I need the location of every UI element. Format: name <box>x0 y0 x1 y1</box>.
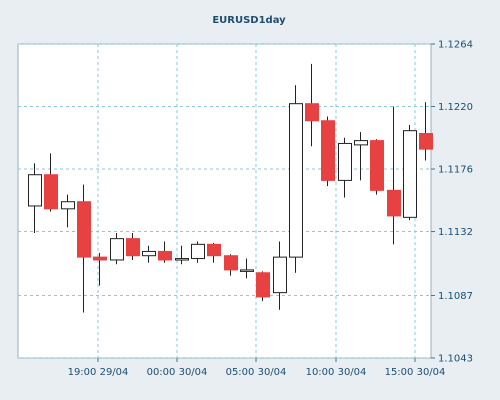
candle <box>224 254 238 276</box>
candle <box>77 184 91 313</box>
candle <box>126 232 140 260</box>
y-tick-label: 1.1087 <box>438 291 473 302</box>
candle <box>240 258 254 279</box>
candle <box>387 106 401 245</box>
candle-body-down <box>370 140 384 191</box>
x-tick-label: 05:00 30/04 <box>226 367 287 378</box>
y-axis: 1.1264 1.1220 1.1176 1.1132 1.1087 1.1043 <box>431 40 473 365</box>
y-tick-label: 1.1220 <box>438 102 473 113</box>
candle <box>273 241 287 310</box>
candle-body-down <box>419 133 433 150</box>
x-tick-label: 00:00 30/04 <box>147 367 208 378</box>
candle <box>28 163 42 233</box>
candle-body-up <box>28 174 42 207</box>
candle-body-down <box>305 103 319 122</box>
candle-body-up <box>110 238 124 261</box>
candles-layer <box>28 63 433 313</box>
candle <box>419 102 433 161</box>
x-tick-label: 10:00 30/04 <box>306 367 367 378</box>
candle-body-up <box>403 130 417 218</box>
candle <box>93 252 107 286</box>
candle-body-up <box>240 269 254 272</box>
candle <box>289 85 303 273</box>
x-tick-label: 15:00 30/04 <box>385 367 446 378</box>
candle <box>142 245 156 263</box>
candle-body-down <box>77 201 91 258</box>
candle-body-up <box>273 256 287 294</box>
y-tick-label: 1.1264 <box>438 40 473 51</box>
candle <box>44 153 58 212</box>
candle-body-down <box>387 189 401 217</box>
x-axis: 19:00 29/04 00:00 30/04 05:00 30/04 10:00 3… <box>68 358 446 378</box>
candle-body-up <box>175 258 189 261</box>
candle-body-down <box>93 256 107 261</box>
candle-body-down <box>126 238 140 257</box>
candle-body-down <box>44 174 58 210</box>
candle-body-down <box>321 120 335 181</box>
candle-body-up <box>142 250 156 257</box>
x-tick-label: 19:00 29/04 <box>68 367 129 378</box>
candle <box>403 124 417 221</box>
candle <box>338 137 352 198</box>
candle <box>207 242 221 263</box>
candle-body-up <box>289 103 303 258</box>
candle-body-down <box>207 243 221 257</box>
candle-body-down <box>256 272 270 298</box>
candle <box>191 241 205 263</box>
candle-body-up <box>354 140 368 146</box>
candle-body-up <box>338 142 352 181</box>
plot-area <box>17 43 432 359</box>
y-tick-label: 1.1132 <box>438 227 473 238</box>
candle-body-down <box>224 255 238 271</box>
candle <box>370 139 384 195</box>
candle <box>110 232 124 265</box>
candle <box>61 194 75 228</box>
candle <box>321 116 335 187</box>
y-tick-label: 1.1176 <box>438 165 473 176</box>
candle <box>175 245 189 265</box>
candle <box>256 271 270 302</box>
candle <box>305 63 319 147</box>
chart-title: EURUSD1day <box>212 15 286 26</box>
candle-body-down <box>158 250 172 261</box>
candle-body-up <box>191 243 205 260</box>
y-tick-label: 1.1043 <box>438 354 473 365</box>
candle <box>158 241 172 263</box>
candle <box>354 132 368 181</box>
candle-body-up <box>61 201 75 210</box>
